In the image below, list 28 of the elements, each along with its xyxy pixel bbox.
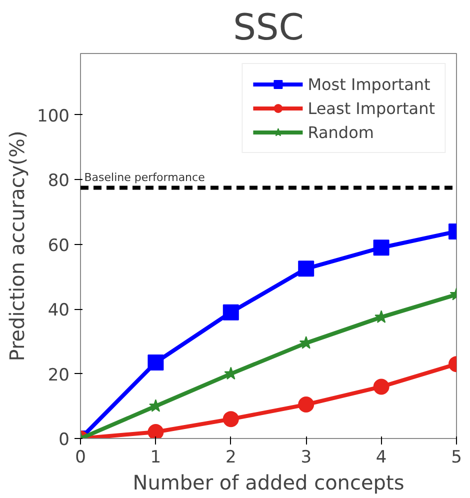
point xyxy=(148,424,164,438)
y-tick-label: 60 xyxy=(48,236,70,256)
x-tick-label: 3 xyxy=(300,448,312,468)
x-tick-label: 4 xyxy=(376,448,387,468)
x-tick-label: 1 xyxy=(150,448,162,468)
y-tick-label: 0 xyxy=(58,430,70,450)
point xyxy=(373,240,390,256)
point xyxy=(374,310,388,323)
point xyxy=(373,378,390,395)
x-axis-title: Number of added concepts xyxy=(132,470,404,494)
point xyxy=(298,260,314,277)
y-tick-label: 80 xyxy=(48,171,70,192)
legend-label: Most Important xyxy=(308,74,430,94)
point xyxy=(148,354,164,370)
y-tick-label: 40 xyxy=(48,300,70,321)
y-tick-label: 20 xyxy=(48,365,70,386)
point xyxy=(298,396,314,413)
point xyxy=(222,304,239,320)
legend-label: Least Important xyxy=(308,98,435,118)
x-tick-label: 0 xyxy=(75,448,86,468)
point xyxy=(222,411,239,428)
x-tick-label: 2 xyxy=(225,448,236,468)
y-axis-title: Prediction accuracy(%) xyxy=(5,130,30,362)
legend-label: Random xyxy=(308,122,374,142)
ref-line-label: Baseline performance xyxy=(84,170,206,184)
chart-title: SSC xyxy=(233,8,304,48)
y-tick-label: 100 xyxy=(37,106,70,126)
x-tick-label: 5 xyxy=(451,448,462,468)
